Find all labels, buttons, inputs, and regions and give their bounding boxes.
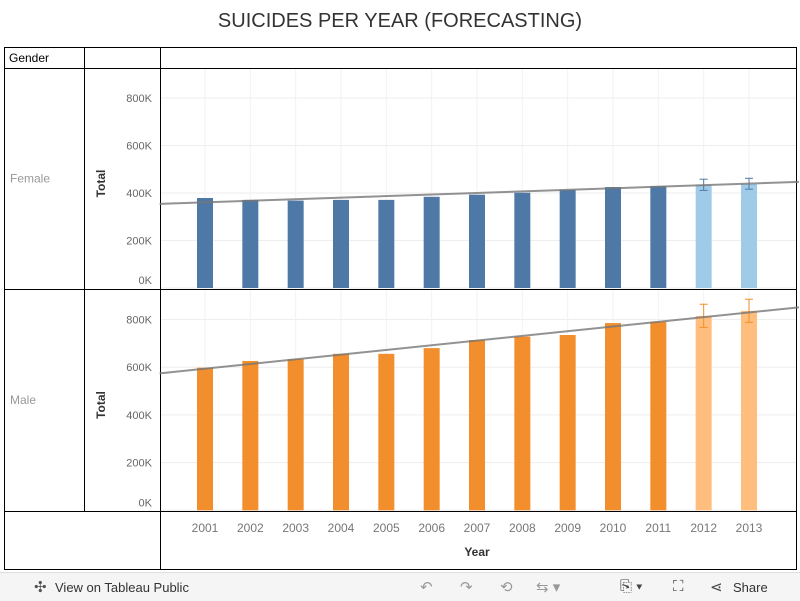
bar-female-2009: [559, 189, 576, 288]
y-tick-label: 200K: [126, 458, 152, 470]
y-tick-label: 0K: [139, 275, 153, 287]
bar-male-2013: [741, 310, 757, 511]
bar-female-2002: [242, 199, 259, 288]
x-tick-label: 2010: [600, 521, 627, 535]
x-tick-label: 2002: [237, 521, 264, 535]
bar-female-2003: [287, 200, 304, 288]
y-tick-label: 800K: [126, 93, 152, 105]
bar-male-2004: [333, 353, 349, 511]
bar-male-2005: [378, 353, 395, 511]
x-tick-label: 2007: [464, 521, 491, 535]
fullscreen-icon[interactable]: ⛶: [673, 578, 684, 595]
share-button[interactable]: Share: [733, 580, 768, 595]
row-label-male: Male: [10, 393, 36, 407]
bar-male-2001: [197, 367, 213, 511]
x-tick-label: 2006: [418, 521, 445, 535]
bar-male-2008: [514, 336, 531, 511]
x-tick-label: 2008: [509, 521, 536, 535]
x-tick-label: 2003: [282, 521, 309, 535]
bar-female-2010: [605, 187, 621, 288]
bar-male-2012: [695, 315, 712, 511]
x-tick-label: 2009: [554, 521, 581, 535]
y-tick-label: 200K: [126, 236, 152, 248]
bar-male-2009: [559, 335, 576, 511]
trend-line-male: [159, 306, 799, 375]
bar-male-2011: [650, 321, 667, 511]
table-border: [4, 47, 797, 570]
toolbar: ✣ View on Tableau Public ↶ ↷ ⟲ ⇆ ▾ ⎘ ▾ ⛶…: [0, 572, 800, 601]
bar-male-2006: [423, 348, 440, 511]
x-axis-title: Year: [464, 545, 490, 559]
y-tick-label: 400K: [126, 410, 152, 422]
revert-icon[interactable]: ⟲: [500, 579, 513, 596]
bar-male-2007: [469, 340, 485, 511]
bar-female-2013: [741, 183, 757, 288]
chart: Gender Female Total 0K 200K 400K 600K 800K Male T…: [4, 47, 799, 570]
bar-female-2006: [423, 196, 440, 288]
x-tick-label: 2005: [373, 521, 400, 535]
redo-icon[interactable]: ↷: [460, 579, 473, 596]
refresh-icon[interactable]: ⇆ ▾: [536, 579, 561, 596]
x-tick-label: 2011: [645, 521, 671, 535]
y-tick-label: 0K: [139, 497, 153, 509]
y-tick-label: 600K: [126, 362, 152, 374]
bar-female-2005: [378, 199, 395, 288]
undo-icon[interactable]: ↶: [420, 579, 433, 596]
row-header-gender: Gender: [9, 51, 49, 65]
y-axis-title: Total: [94, 170, 108, 198]
share-icon[interactable]: ⋖: [710, 579, 723, 596]
tableau-logo-icon: ✣: [34, 579, 47, 596]
bar-male-2010: [605, 323, 621, 511]
row-label-female: Female: [10, 172, 50, 186]
chart-title: SUICIDES PER YEAR (FORECASTING): [217, 10, 583, 32]
download-icon[interactable]: ⎘ ▾: [620, 578, 643, 595]
y-tick-label: 600K: [126, 141, 152, 153]
bar-female-2004: [333, 199, 349, 288]
y-axis-title: Total: [94, 391, 108, 419]
view-on-tableau-link[interactable]: View on Tableau Public: [55, 580, 189, 595]
bar-male-2002: [242, 360, 259, 511]
x-tick-label: 2001: [192, 521, 219, 535]
bar-female-2012: [695, 184, 712, 288]
bar-female-2007: [469, 194, 485, 288]
x-tick-label: 2012: [690, 521, 717, 535]
bar-female-2011: [650, 186, 667, 288]
bar-male-2003: [287, 359, 304, 511]
x-tick-label: 2013: [736, 521, 763, 535]
trend-line-female: [159, 180, 799, 205]
x-tick-label: 2004: [328, 521, 355, 535]
y-tick-label: 800K: [126, 315, 152, 327]
bar-female-2001: [197, 197, 213, 288]
y-tick-label: 400K: [126, 188, 152, 200]
bar-female-2008: [514, 192, 531, 288]
